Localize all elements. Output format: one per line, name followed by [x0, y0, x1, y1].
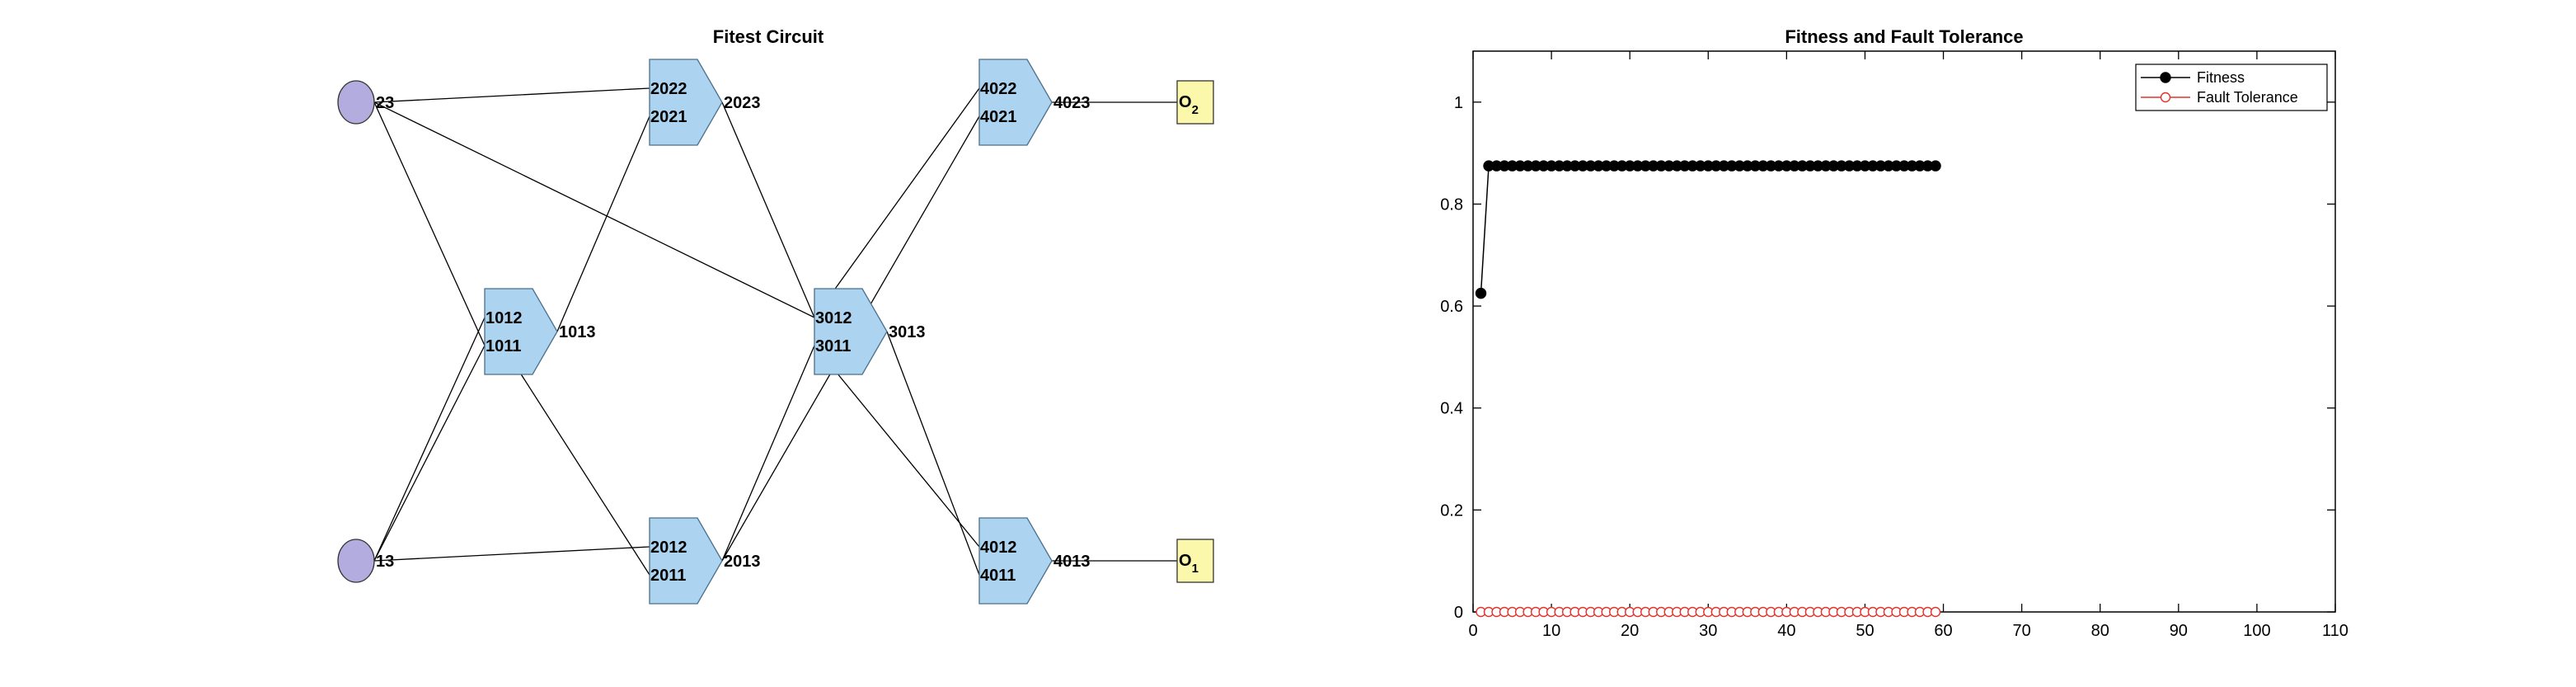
gate-pin-label: 2022: [650, 80, 687, 98]
x-tick-label: 50: [1856, 622, 1874, 640]
gate-pin-label: 4021: [980, 108, 1017, 126]
y-tick-label: 0.4: [1440, 400, 1463, 418]
y-tick-label: 1: [1454, 94, 1463, 112]
output-label: O1: [1179, 552, 1199, 576]
x-tick-label: 80: [2091, 622, 2109, 640]
gate-2023: [649, 59, 723, 146]
gate-output-label: 1013: [559, 323, 596, 341]
legend-label-fitness: Fitness: [2197, 69, 2245, 86]
y-tick-label: 0: [1454, 604, 1463, 622]
x-tick-label: 20: [1621, 622, 1639, 640]
w-in23-g1-bot: [373, 101, 486, 346]
y-tick-label: 0.8: [1440, 195, 1463, 214]
w-in13-g1-top: [373, 317, 486, 562]
input-node-23: [337, 80, 375, 125]
gate-pin-label: 2012: [650, 539, 687, 557]
gate-pin-label: 4011: [980, 567, 1016, 585]
w-in23-g2a-top: [373, 87, 650, 103]
nodes: 23 13 1012 1011 1013 2022 2021 2023 2012 2011 2013…: [337, 59, 1214, 605]
w-in23-g3-top: [373, 101, 815, 318]
chart-series: [1475, 160, 1941, 618]
gate-2013: [649, 517, 723, 605]
y-tick-label: 0.6: [1440, 298, 1463, 316]
x-tick-label: 30: [1699, 622, 1717, 640]
w-g1-g2a-bot: [556, 115, 650, 332]
gate-1013: [484, 288, 558, 375]
output-label: O2: [1179, 93, 1199, 117]
axis-ticks: 0 10 20 30 40 50 60 70 80 90 100 110 0 0.2 0.4 0.6 0.8 1: [1440, 51, 2348, 640]
gate-output-label: 4023: [1053, 94, 1091, 112]
gate-output-label: 4013: [1053, 553, 1091, 571]
fault-tolerance-point: [1930, 606, 1941, 618]
x-tick-label: 100: [2243, 622, 2270, 640]
w-g2a-g3-top: [721, 101, 815, 318]
w-g3-g4b-top: [814, 345, 980, 548]
gate-pin-label: 2011: [650, 567, 686, 585]
input-label-13: 13: [376, 553, 394, 571]
y-tick-label: 0.2: [1440, 501, 1463, 520]
gate-3013: [814, 288, 888, 375]
gate-pin-label: 1011: [486, 337, 521, 355]
w-g3-g4a-top: [814, 87, 980, 318]
x-tick-label: 60: [1934, 622, 1952, 640]
legend-marker-fault-tolerance: [2160, 92, 2171, 103]
circuit-title: Fitest Circuit: [713, 26, 824, 47]
fitness-chart: Fitness and Fault Tolerance 0 10 20 30 40 50 6…: [1440, 26, 2348, 640]
output-node-O2: [1176, 80, 1214, 125]
chart-title: Fitness and Fault Tolerance: [1785, 26, 2023, 47]
gate-pin-label: 1012: [486, 309, 523, 327]
w-in13-g1-bot: [373, 345, 486, 562]
x-tick-label: 10: [1542, 622, 1560, 640]
gate-output-label: 2023: [724, 94, 761, 112]
gate-pin-label: 4022: [980, 80, 1017, 98]
legend-label-fault-tolerance: Fault Tolerance: [2197, 89, 2298, 106]
gate-pin-label: 3011: [815, 337, 851, 355]
x-tick-label: 40: [1777, 622, 1795, 640]
wires: [373, 87, 1177, 576]
legend-marker-fitness: [2160, 72, 2171, 83]
input-label-23: 23: [376, 94, 394, 112]
w-g3-g4b-bot: [886, 331, 980, 576]
circuit-diagram: Fitest Circuit 2313101210111013202220212…: [337, 26, 1214, 605]
fitness-point: [1930, 160, 1941, 172]
gate-pin-label: 4012: [980, 539, 1017, 557]
w-in13-g2b-top: [373, 546, 650, 562]
x-tick-label: 0: [1468, 622, 1477, 640]
gate-4013: [978, 517, 1053, 605]
x-tick-label: 110: [2322, 622, 2348, 640]
output-node-O1: [1176, 539, 1214, 583]
plot-area: [1472, 50, 2336, 613]
gate-pin-label: 2021: [650, 108, 687, 126]
chart-legend: Fitness Fault Tolerance: [2135, 64, 2328, 111]
x-tick-label: 70: [2013, 622, 2031, 640]
gate-4023: [978, 59, 1053, 146]
input-node-13: [337, 539, 375, 583]
gate-output-label: 2013: [724, 553, 761, 571]
legend-box: [2135, 64, 2328, 111]
gate-output-label: 3013: [889, 323, 926, 341]
fitness-point: [1475, 287, 1487, 299]
x-tick-label: 90: [2170, 622, 2188, 640]
w-g2b-g3-bot: [721, 345, 815, 562]
gate-pin-label: 3012: [815, 309, 852, 327]
